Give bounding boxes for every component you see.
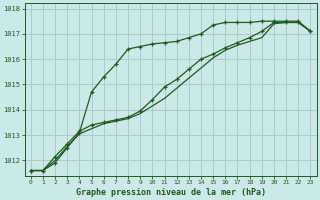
X-axis label: Graphe pression niveau de la mer (hPa): Graphe pression niveau de la mer (hPa): [76, 188, 266, 197]
